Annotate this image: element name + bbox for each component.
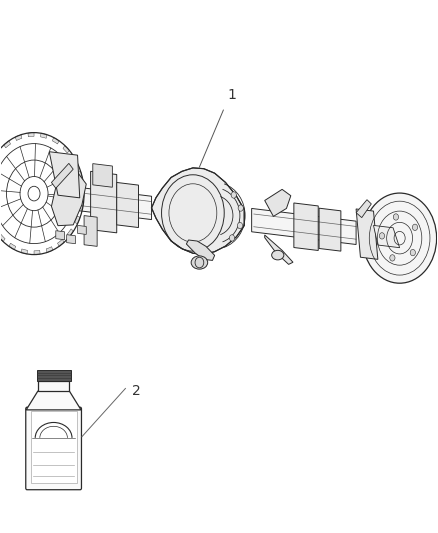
Polygon shape xyxy=(15,135,22,141)
Ellipse shape xyxy=(272,251,284,260)
Text: 2: 2 xyxy=(132,384,141,398)
Polygon shape xyxy=(38,381,70,391)
Circle shape xyxy=(410,249,415,256)
Polygon shape xyxy=(41,133,47,138)
Polygon shape xyxy=(53,138,59,144)
Circle shape xyxy=(238,205,244,211)
Polygon shape xyxy=(67,235,75,244)
Text: 1: 1 xyxy=(228,88,237,102)
Polygon shape xyxy=(81,186,84,193)
Polygon shape xyxy=(93,164,113,187)
Polygon shape xyxy=(265,235,293,264)
Polygon shape xyxy=(75,216,80,224)
Polygon shape xyxy=(21,249,28,254)
Polygon shape xyxy=(356,200,371,217)
Polygon shape xyxy=(67,186,152,220)
Polygon shape xyxy=(79,201,84,209)
Ellipse shape xyxy=(191,256,208,269)
Polygon shape xyxy=(152,168,244,255)
Circle shape xyxy=(393,214,399,220)
Circle shape xyxy=(231,192,237,198)
Polygon shape xyxy=(71,157,78,165)
Circle shape xyxy=(237,222,243,229)
Polygon shape xyxy=(374,225,399,248)
Polygon shape xyxy=(28,133,34,137)
Polygon shape xyxy=(0,234,5,241)
Polygon shape xyxy=(51,164,73,188)
Polygon shape xyxy=(49,152,80,198)
Polygon shape xyxy=(84,216,97,246)
Circle shape xyxy=(379,233,385,239)
Circle shape xyxy=(230,235,235,241)
Polygon shape xyxy=(46,247,53,253)
Polygon shape xyxy=(265,189,291,216)
Polygon shape xyxy=(51,169,86,225)
Polygon shape xyxy=(0,150,1,158)
Ellipse shape xyxy=(363,193,437,283)
Circle shape xyxy=(390,255,395,261)
Polygon shape xyxy=(356,209,378,260)
Polygon shape xyxy=(78,171,82,179)
Polygon shape xyxy=(91,171,117,233)
Polygon shape xyxy=(319,208,341,251)
Polygon shape xyxy=(186,240,215,261)
Circle shape xyxy=(413,224,417,230)
Polygon shape xyxy=(63,146,69,153)
Polygon shape xyxy=(56,231,64,240)
Polygon shape xyxy=(57,239,64,246)
Polygon shape xyxy=(252,208,356,245)
Bar xyxy=(31,410,77,483)
Polygon shape xyxy=(78,225,86,235)
Polygon shape xyxy=(4,141,11,148)
Polygon shape xyxy=(117,182,138,228)
Polygon shape xyxy=(34,251,40,255)
FancyBboxPatch shape xyxy=(26,407,81,490)
Polygon shape xyxy=(37,370,71,381)
Polygon shape xyxy=(294,203,318,251)
Polygon shape xyxy=(67,229,74,237)
Polygon shape xyxy=(26,391,81,410)
Polygon shape xyxy=(9,243,16,250)
